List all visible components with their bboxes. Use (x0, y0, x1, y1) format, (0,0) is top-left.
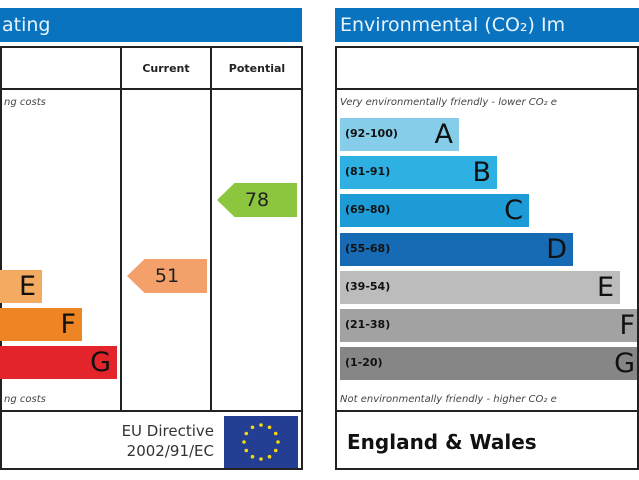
env-band-g: (1-20) G (340, 347, 637, 381)
star (244, 431, 249, 436)
star (273, 448, 278, 453)
eu-flag-icon (224, 416, 298, 468)
region-label: England & Wales (347, 430, 537, 454)
band-letter: F (60, 309, 76, 340)
star (259, 457, 263, 461)
current-rating-arrow: 51 (127, 259, 207, 293)
band-letter: G (614, 348, 635, 380)
eu-directive-line1: EU Directive (121, 422, 214, 440)
energy-top-note: ng costs (4, 97, 46, 108)
star (242, 440, 246, 444)
energy-rating-table (0, 46, 303, 470)
band-letter: D (546, 233, 567, 265)
band-letter: A (434, 119, 453, 150)
band-range: (92-100) (345, 127, 398, 140)
env-bottom-note: Not environmentally friendly - higher CO… (340, 394, 557, 405)
env-band-d: (55-68) D (340, 232, 573, 266)
env-band-f: (21-38) F (340, 309, 637, 342)
band-range: (21-38) (345, 318, 391, 331)
star (244, 448, 249, 453)
band-range: (81-91) (345, 165, 391, 179)
band-range: (55-68) (345, 241, 391, 255)
band-letter: B (472, 157, 491, 189)
environmental-impact-table (335, 46, 639, 470)
star (250, 425, 255, 430)
env-top-note: Very environmentally friendly - lower CO… (340, 97, 557, 108)
energy-band-e: E (0, 270, 42, 303)
divider (335, 410, 639, 412)
band-range: (1-20) (345, 356, 383, 370)
env-title-text: Environmental (CO₂) Im (340, 14, 566, 36)
band-letter: C (504, 195, 523, 227)
env-band-a: (92-100) A (340, 118, 459, 151)
star (267, 454, 272, 459)
energy-title-text: ating (2, 14, 51, 36)
divider (0, 88, 302, 90)
env-band-c: (69-80) C (340, 194, 529, 228)
band-range: (39-54) (345, 279, 391, 293)
current-column-header: Current (142, 62, 190, 75)
band-letter: F (619, 310, 635, 341)
energy-rating-title: ating (0, 8, 302, 42)
star (250, 454, 255, 459)
band-letter: E (596, 271, 614, 303)
divider (210, 46, 212, 412)
band-range: (69-80) (345, 203, 391, 217)
divider (120, 46, 122, 412)
band-letter: G (90, 347, 111, 378)
star (267, 425, 272, 430)
eu-directive: EU Directive 2002/91/EC (80, 421, 214, 461)
eu-directive-line2: 2002/91/EC (126, 442, 214, 460)
environmental-impact-title: Environmental (CO₂) Im (335, 8, 639, 42)
env-band-b: (81-91) B (340, 156, 497, 190)
star (276, 440, 280, 444)
env-band-e: (39-54) E (340, 270, 620, 304)
divider (335, 88, 639, 90)
energy-band-f: F (0, 308, 82, 341)
star (273, 431, 278, 436)
energy-bottom-note: ng costs (4, 394, 46, 405)
potential-rating-arrow: 78 (217, 183, 297, 217)
star (259, 423, 263, 427)
energy-band-g: G (0, 346, 117, 379)
potential-column-header: Potential (228, 62, 286, 75)
divider (0, 410, 302, 412)
band-letter: E (18, 271, 36, 302)
